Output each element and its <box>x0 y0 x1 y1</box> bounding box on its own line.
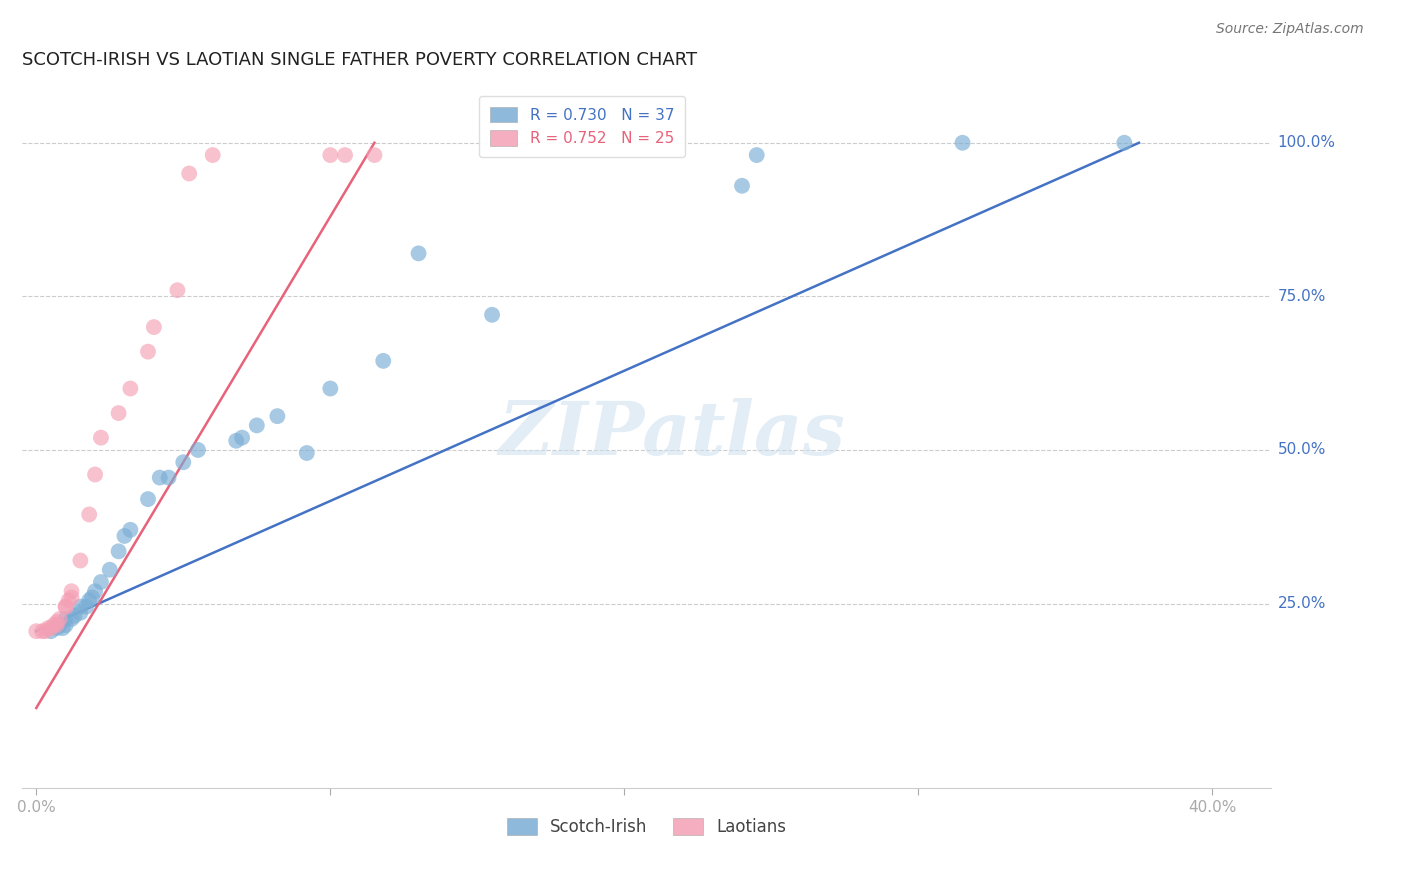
Point <box>149 470 172 484</box>
Point <box>84 467 107 482</box>
Point <box>52 621 75 635</box>
Point <box>333 148 356 162</box>
Point <box>172 455 194 469</box>
Point <box>231 431 253 445</box>
Point <box>39 624 62 639</box>
Point <box>120 382 142 396</box>
Point <box>179 167 201 181</box>
Point <box>58 593 80 607</box>
Text: Source: ZipAtlas.com: Source: ZipAtlas.com <box>1216 22 1364 37</box>
Point <box>49 612 72 626</box>
Point <box>157 470 180 484</box>
Point <box>136 344 159 359</box>
Point <box>90 575 112 590</box>
Point <box>37 621 59 635</box>
Point <box>31 624 53 639</box>
Point <box>69 606 91 620</box>
Point <box>266 409 288 424</box>
Point <box>246 418 269 433</box>
Point <box>1114 136 1136 150</box>
Legend: Scotch-Irish, Laotians: Scotch-Irish, Laotians <box>501 812 793 843</box>
Point <box>45 618 67 632</box>
Point <box>107 406 129 420</box>
Point <box>25 624 48 639</box>
Point <box>77 508 100 522</box>
Point <box>60 584 83 599</box>
Point <box>45 621 67 635</box>
Point <box>82 591 104 605</box>
Point <box>408 246 430 260</box>
Text: SCOTCH-IRISH VS LAOTIAN SINGLE FATHER POVERTY CORRELATION CHART: SCOTCH-IRISH VS LAOTIAN SINGLE FATHER PO… <box>21 51 697 69</box>
Point <box>952 136 974 150</box>
Point <box>373 354 395 368</box>
Text: 100.0%: 100.0% <box>1278 136 1336 150</box>
Point <box>166 283 188 297</box>
Point <box>201 148 224 162</box>
Text: ZIPatlas: ZIPatlas <box>498 399 845 471</box>
Point <box>55 599 77 614</box>
Point <box>63 608 86 623</box>
Point <box>55 618 77 632</box>
Text: 50.0%: 50.0% <box>1278 442 1326 458</box>
Point <box>319 148 342 162</box>
Point <box>731 178 754 193</box>
Point <box>98 563 121 577</box>
Point <box>49 618 72 632</box>
Point <box>319 382 342 396</box>
Point <box>481 308 503 322</box>
Point <box>42 618 65 632</box>
Point <box>39 621 62 635</box>
Point <box>69 599 91 614</box>
Text: 75.0%: 75.0% <box>1278 289 1326 304</box>
Text: 25.0%: 25.0% <box>1278 596 1326 611</box>
Point <box>90 431 112 445</box>
Point <box>75 599 97 614</box>
Point <box>60 612 83 626</box>
Point <box>187 442 209 457</box>
Point <box>363 148 385 162</box>
Point <box>114 529 136 543</box>
Point <box>295 446 318 460</box>
Point <box>55 599 77 614</box>
Point <box>142 320 165 334</box>
Point <box>120 523 142 537</box>
Point <box>136 492 159 507</box>
Point <box>77 593 100 607</box>
Point <box>45 615 67 629</box>
Point <box>34 624 56 639</box>
Point <box>60 591 83 605</box>
Point <box>107 544 129 558</box>
Point <box>745 148 768 162</box>
Point <box>225 434 247 448</box>
Point <box>69 553 91 567</box>
Point <box>55 612 77 626</box>
Point <box>84 584 107 599</box>
